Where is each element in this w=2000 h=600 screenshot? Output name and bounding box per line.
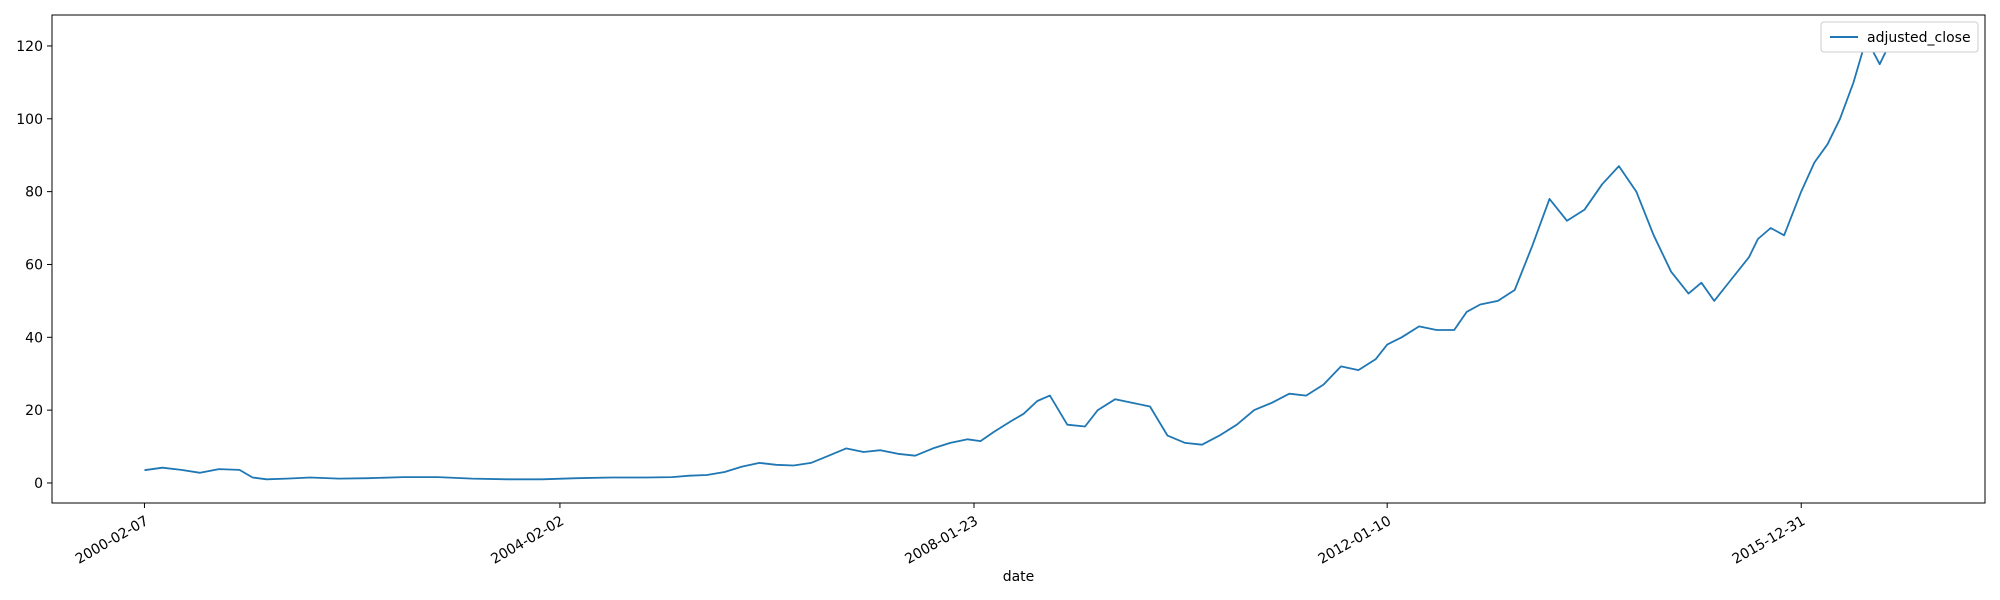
- plot-area: [144, 37, 1890, 481]
- series-line-adjusted-close: [144, 37, 1890, 481]
- y-tick-label: 40: [25, 330, 43, 346]
- y-tick-label: 100: [16, 112, 43, 128]
- y-tick-label: 60: [25, 257, 43, 273]
- legend-frame: [1820, 21, 1979, 53]
- y-tick-label: 0: [34, 476, 43, 492]
- y-tick-label: 80: [25, 185, 43, 201]
- y-tick-label: 120: [16, 39, 43, 55]
- axes-frame: [51, 14, 1986, 504]
- y-tick-label: 20: [25, 403, 43, 419]
- legend: adjusted_close: [1820, 21, 1979, 53]
- legend-label-adjusted-close: adjusted_close: [1867, 30, 1971, 46]
- x-axis-title: date: [1003, 569, 1035, 585]
